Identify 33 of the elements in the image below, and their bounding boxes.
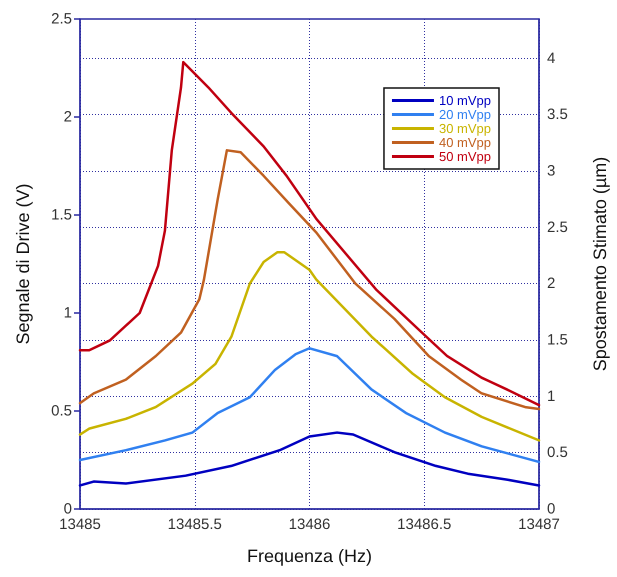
legend-label: 50 mVpp (438, 149, 492, 164)
legend-label: 20 mVpp (438, 107, 492, 122)
y-tick-label: 0.5 (51, 402, 72, 420)
line-series (78, 431, 540, 487)
line-series (78, 60, 540, 406)
y2-tick-label: 1.5 (547, 332, 568, 349)
y2-tick-label: 3.5 (547, 106, 568, 124)
line-series (78, 149, 540, 410)
y-axis-title: Segnale di Drive (V) (13, 183, 33, 345)
y-tick-label: 1 (64, 304, 72, 322)
y2-tick-label: 2 (547, 275, 556, 292)
y2-tick-label: 1 (547, 388, 556, 405)
y2-axis-title: Spostamento Stimato (µm) (590, 156, 610, 372)
y-tick-label: 0 (64, 500, 72, 518)
y-tick-label: 2 (64, 108, 72, 126)
legend-label: 30 mVpp (438, 121, 492, 136)
y-tick-label: 2.5 (51, 10, 72, 28)
x-axis-title: Frequenza (Hz) (246, 546, 372, 566)
line-series (78, 250, 540, 442)
y2-tick-label: 0 (547, 500, 556, 518)
y2-tick-label: 0.5 (547, 444, 568, 462)
x-tick-label: 13487 (518, 516, 560, 533)
legend-label: 10 mVpp (438, 93, 492, 108)
x-tick-label: 13485.5 (168, 516, 222, 533)
x-tick-label: 13486.5 (397, 516, 452, 533)
y2-tick-label: 4 (547, 50, 556, 67)
x-tick-label: 13485 (59, 516, 101, 533)
legend-label: 40 mVpp (438, 135, 492, 150)
x-tick-label: 13486 (288, 516, 330, 533)
y2-tick-label: 2.5 (547, 218, 568, 236)
line-series (78, 347, 540, 464)
y2-tick-label: 3 (547, 162, 556, 180)
y-tick-label: 1.5 (51, 206, 72, 224)
